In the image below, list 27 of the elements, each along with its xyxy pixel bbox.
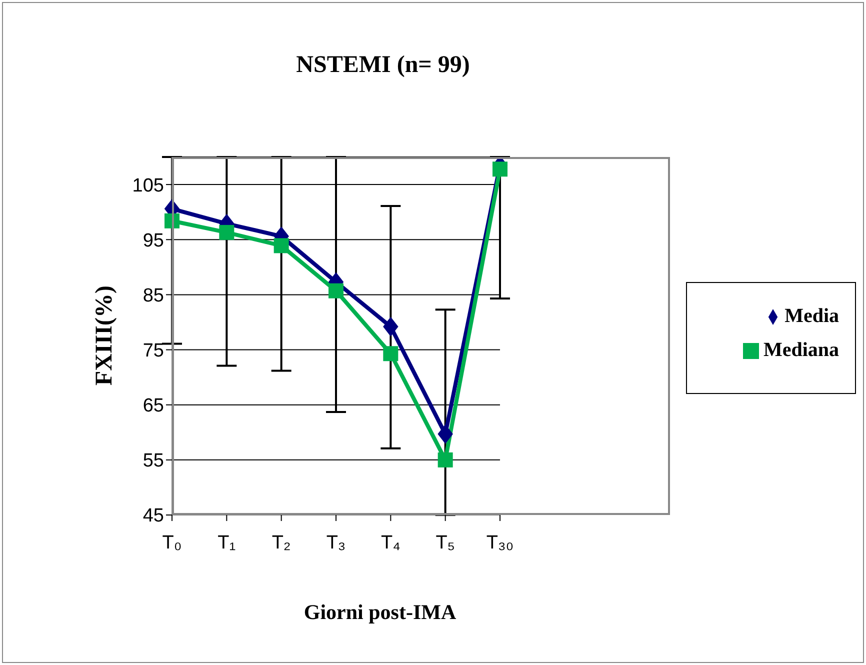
x-tick-label: T₁ — [218, 532, 236, 554]
point — [219, 224, 234, 240]
y-axis-title: FXIII(%) — [92, 284, 118, 388]
y-tick-label: 105 — [132, 175, 164, 196]
legend-label: Media — [784, 305, 839, 327]
x-axis-title: Giorni post-IMA — [302, 600, 458, 625]
point — [328, 283, 344, 298]
x-tick-label: T₅ — [436, 532, 455, 554]
point — [438, 424, 453, 444]
y-tick-label: 65 — [142, 396, 164, 417]
point — [438, 452, 453, 468]
y-tick-label: 75 — [142, 340, 164, 362]
y-tick-label: 55 — [142, 450, 164, 472]
point — [383, 317, 398, 336]
point — [492, 162, 508, 177]
x-tick-label: T₂ — [272, 532, 291, 554]
legend-label: Mediana — [763, 339, 839, 361]
y-tick-label: 85 — [142, 285, 164, 306]
point — [383, 346, 398, 362]
x-tick-label: T₃ — [326, 532, 346, 554]
x-tick-label: T₄ — [380, 532, 401, 554]
x-tick-label: T₀ — [162, 532, 182, 554]
point — [274, 238, 289, 254]
y-tick-label: 45 — [142, 506, 164, 527]
x-tick-label: T₃₀ — [486, 532, 514, 554]
y-tick-label: 95 — [142, 230, 164, 252]
chart-title: NSTEMI (n= 99) — [295, 52, 471, 79]
